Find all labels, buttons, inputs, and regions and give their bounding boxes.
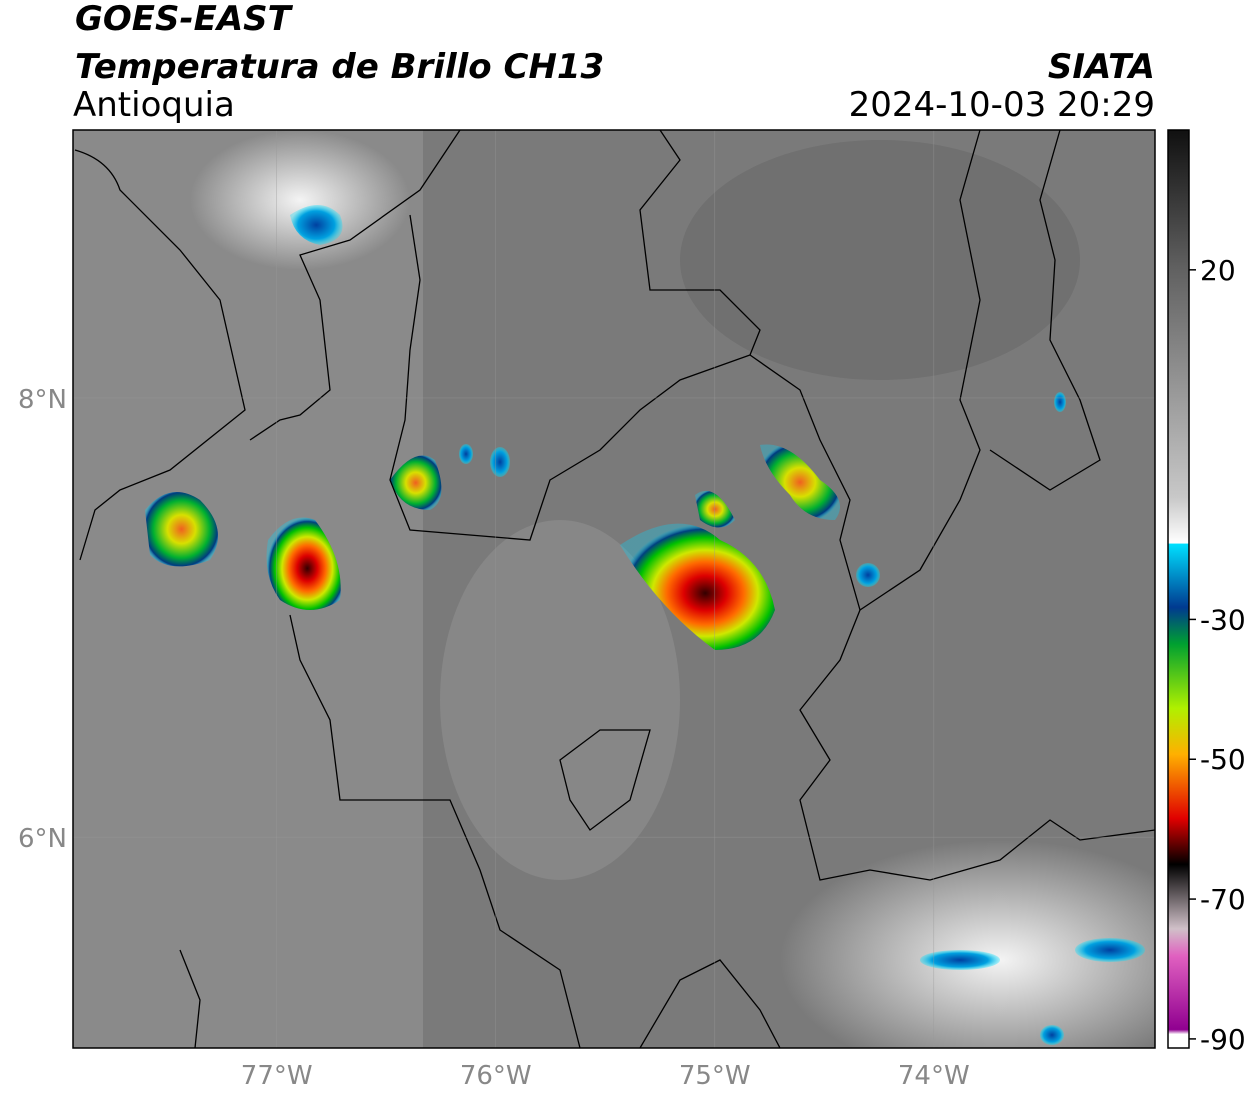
x-tick-label: 74°W xyxy=(898,1061,970,1091)
colorbar-tick-label: -50 xyxy=(1200,743,1246,776)
colorbar-tick-label: 20 xyxy=(1200,254,1236,287)
colorbar-tick-label: -90 xyxy=(1200,1023,1246,1056)
source: SIATA xyxy=(1048,47,1155,87)
title: Temperatura de Brillo CH13 xyxy=(75,47,604,87)
x-tick-label: 76°W xyxy=(460,1061,532,1091)
map-frame xyxy=(72,129,1156,1049)
colorbar xyxy=(1167,129,1190,1049)
y-tick-label: 8°N xyxy=(18,385,67,415)
colorbar-tick-label: -70 xyxy=(1200,883,1246,916)
title: GOES-EAST xyxy=(75,0,294,39)
graticule: 77°W 76°W 75°W 74°W 8°N 6°N xyxy=(18,130,1155,1091)
y-tick-label: 6°N xyxy=(18,824,67,854)
x-tick-label: 77°W xyxy=(241,1061,313,1091)
subtitle: Antioquia xyxy=(73,85,235,125)
satellite-image xyxy=(73,130,1155,1048)
colorbar-tick-label: -30 xyxy=(1200,603,1246,636)
colorbar-ticks: 20 -30 -50 -70 -90 xyxy=(1189,254,1246,1056)
x-tick-label: 75°W xyxy=(679,1061,751,1091)
datetime: 2024-10-03 20:29 xyxy=(849,85,1155,125)
